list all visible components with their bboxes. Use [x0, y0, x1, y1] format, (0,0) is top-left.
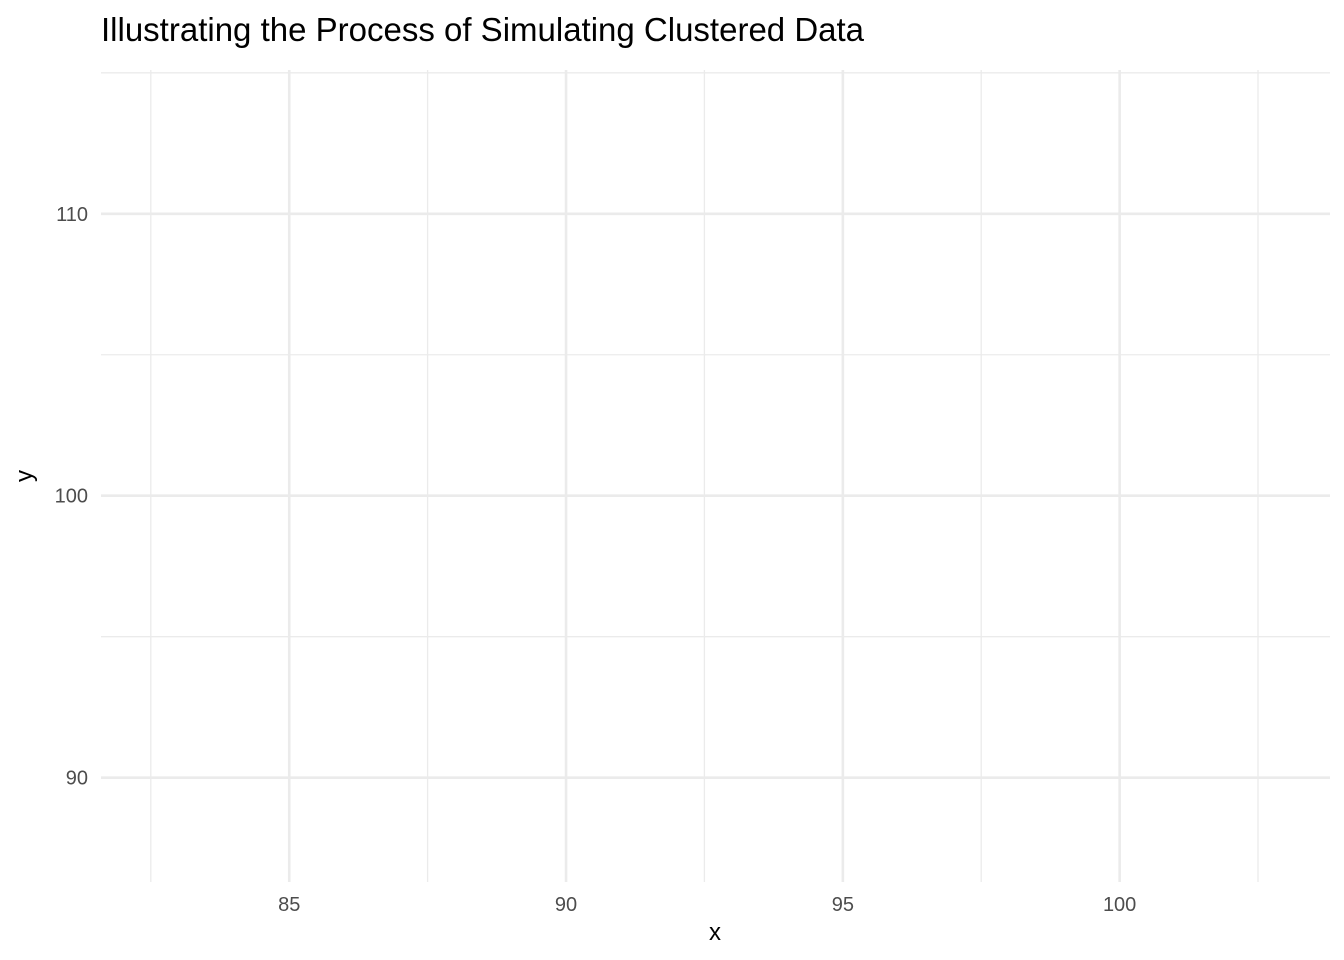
x-tick-label: 100 — [1103, 894, 1136, 916]
x-axis-label: x — [709, 919, 721, 946]
grid-layer — [101, 70, 1330, 882]
y-tick-label: 100 — [55, 486, 88, 508]
y-tick-label: 90 — [66, 768, 88, 790]
x-tick-label: 90 — [555, 894, 577, 916]
y-tick-labels: 90 100 110 — [55, 204, 88, 790]
x-tick-labels: 85 90 95 100 — [278, 894, 1136, 916]
x-tick-label: 95 — [832, 894, 854, 916]
y-axis-label: y — [11, 470, 38, 482]
x-tick-label: 85 — [278, 894, 300, 916]
chart-title: Illustrating the Process of Simulating C… — [101, 11, 865, 48]
y-tick-label: 110 — [56, 204, 88, 226]
